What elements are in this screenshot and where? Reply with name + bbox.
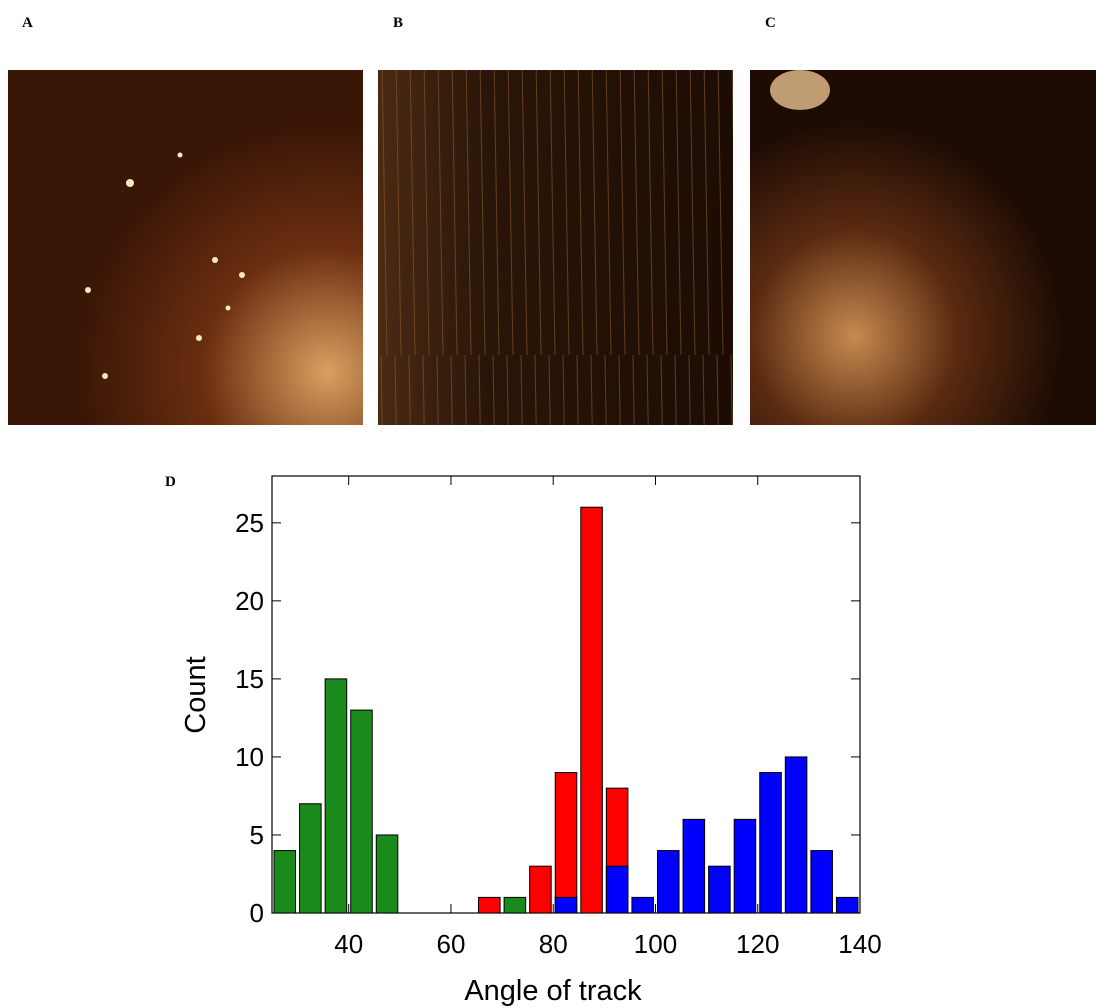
bar bbox=[784, 756, 808, 914]
y-tick-label: 25 bbox=[235, 508, 264, 538]
panel-label: B bbox=[393, 15, 403, 31]
panel-label: A bbox=[22, 15, 33, 31]
bar bbox=[810, 850, 833, 914]
y-axis-label: Count bbox=[180, 656, 212, 733]
bar bbox=[554, 896, 578, 914]
bar bbox=[350, 709, 373, 914]
x-axis-label: Angle of track bbox=[464, 975, 642, 1007]
bar bbox=[375, 834, 399, 914]
bar bbox=[529, 865, 552, 914]
bar bbox=[733, 818, 757, 914]
micrograph bbox=[8, 70, 363, 425]
x-tick-label: 120 bbox=[736, 929, 779, 959]
x-tick-label: 100 bbox=[634, 929, 677, 959]
bar bbox=[273, 850, 297, 914]
bar bbox=[503, 896, 527, 914]
bar bbox=[580, 506, 603, 914]
bar bbox=[324, 678, 348, 914]
bar bbox=[708, 865, 731, 914]
y-tick-label: 0 bbox=[250, 898, 264, 928]
y-tick-label: 20 bbox=[235, 586, 264, 616]
bar bbox=[682, 818, 706, 914]
y-tick-label: 5 bbox=[250, 820, 264, 850]
x-tick-label: 40 bbox=[334, 929, 363, 959]
x-tick-label: 60 bbox=[436, 929, 465, 959]
y-tick-label: 10 bbox=[235, 742, 264, 772]
panel-label: C bbox=[765, 15, 776, 31]
x-tick-label: 140 bbox=[838, 929, 881, 959]
x-tick-label: 80 bbox=[539, 929, 568, 959]
y-tick-label: 15 bbox=[235, 664, 264, 694]
bar bbox=[478, 896, 501, 914]
bar bbox=[759, 772, 782, 914]
micrograph-spots bbox=[85, 152, 245, 379]
micrograph-tracks bbox=[378, 70, 733, 425]
micrograph-spot bbox=[770, 70, 830, 110]
bar bbox=[299, 803, 322, 914]
bar bbox=[631, 896, 654, 914]
bar bbox=[656, 850, 680, 914]
micrograph bbox=[750, 70, 1096, 425]
bar bbox=[605, 865, 629, 914]
bar bbox=[835, 896, 859, 914]
panel-label: D bbox=[165, 474, 176, 490]
bar bbox=[554, 772, 578, 914]
